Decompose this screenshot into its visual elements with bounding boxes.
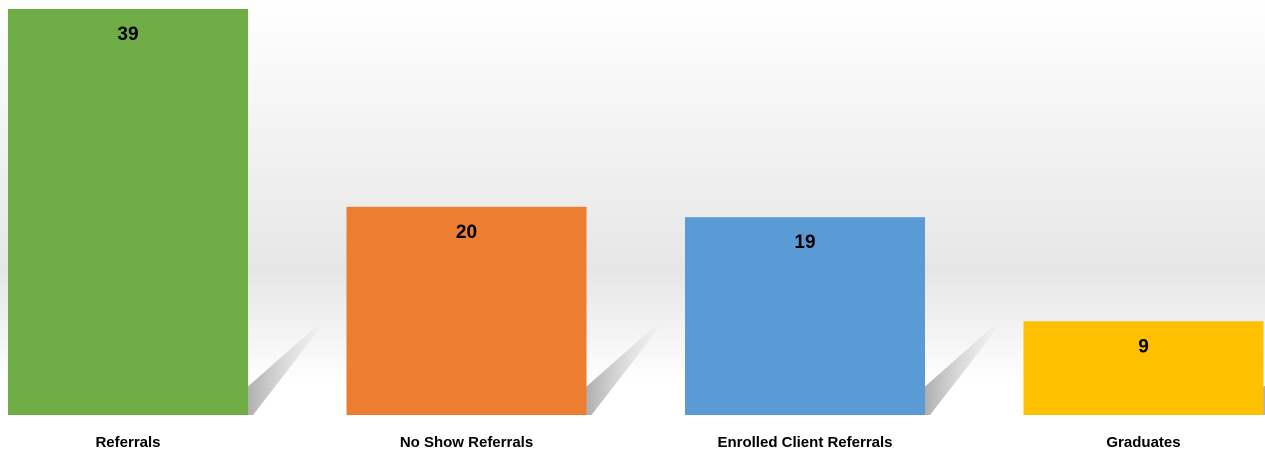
bar xyxy=(1023,321,1264,415)
bar-shadow xyxy=(248,324,323,415)
value-label: 9 xyxy=(1138,336,1149,357)
x-tick-label: Enrolled Client Referrals xyxy=(717,434,892,451)
bar-shadow xyxy=(586,324,662,415)
bar xyxy=(346,206,587,415)
value-label: 20 xyxy=(456,222,477,243)
bar xyxy=(685,217,925,415)
value-label: 19 xyxy=(794,232,815,253)
x-tick-label: Referrals xyxy=(95,434,160,451)
value-label: 39 xyxy=(117,24,138,45)
x-tick-label: Graduates xyxy=(1106,434,1180,451)
bar xyxy=(8,9,248,415)
bar-shadow xyxy=(925,324,1000,415)
x-tick-label: No Show Referrals xyxy=(400,434,533,451)
